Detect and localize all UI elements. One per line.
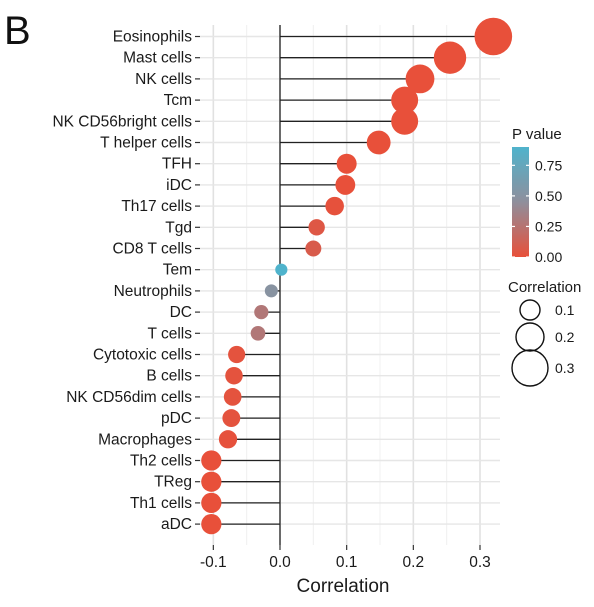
y-tick-label: Th1 cells (130, 495, 192, 512)
y-tick-label: Tem (163, 262, 192, 279)
x-tick-label: 0.0 (269, 554, 291, 571)
size-legend-label: 0.3 (555, 360, 575, 376)
lollipop-point (218, 430, 238, 449)
y-tick-label: iDC (166, 177, 192, 194)
y-tick-label: NK cells (135, 71, 192, 88)
colorbar-label: 0.25 (535, 218, 562, 234)
lollipop-point (201, 492, 222, 514)
y-tick-label: NK CD56bright cells (52, 113, 192, 130)
lollipop-point (325, 196, 344, 216)
x-tick-labels: -0.1 0.0 0.1 0.2 0.3 (200, 545, 491, 571)
lollipop-point (391, 107, 419, 135)
y-tick-label: Mast cells (123, 50, 192, 67)
p-value-legend: P value 0.75 0.50 0.25 0.00 (512, 126, 562, 265)
y-tick-label: pDC (161, 410, 192, 427)
y-tick-label: Macrophages (98, 431, 192, 448)
plot-panel (200, 25, 500, 545)
lollipop-point (405, 64, 435, 94)
colorbar-label: 0.00 (535, 249, 562, 265)
p-value-legend-title: P value (512, 126, 562, 143)
y-tick-label: TReg (154, 474, 192, 491)
x-tick-label: -0.1 (200, 554, 227, 571)
x-tick-label: 0.2 (403, 554, 425, 571)
x-axis-title: Correlation (297, 576, 390, 597)
y-tick-label: Tcm (164, 92, 192, 109)
lollipop-point (250, 325, 266, 341)
y-tick-labels: Eosinophils Mast cells NK cells Tcm NK CD56b… (52, 29, 200, 533)
x-tick-label: 0.1 (336, 554, 358, 571)
size-legend-circle (511, 349, 549, 387)
y-tick-label: Tgd (165, 219, 192, 236)
lollipop-point (264, 284, 278, 298)
lollipop-point (225, 366, 243, 385)
lollipop-point (201, 513, 222, 535)
colorbar-label: 0.50 (535, 188, 562, 204)
y-tick-label: TFH (162, 156, 192, 173)
y-tick-label: Eosinophils (113, 29, 193, 46)
lollipop-point (254, 304, 269, 320)
point-layer (201, 17, 513, 535)
p-value-colorbar (512, 147, 529, 257)
y-tick-label: B cells (146, 368, 192, 385)
size-legend-circle (515, 322, 545, 352)
lollipop-point (336, 153, 357, 174)
y-tick-label: NK CD56dim cells (66, 389, 192, 406)
colorbar-label: 0.75 (535, 157, 562, 173)
lollipop-point (391, 86, 419, 114)
size-legend-label: 0.2 (555, 329, 575, 345)
lollipop-point (433, 41, 467, 74)
y-tick-label: T helper cells (100, 135, 192, 152)
lollipop-point (201, 471, 222, 492)
lollipop-point (305, 240, 322, 257)
size-legend-title: Correlation (508, 279, 581, 296)
lollipop-point (275, 263, 288, 276)
lollipop-point (308, 219, 325, 236)
lollipop-point (335, 174, 356, 195)
lollipop-point (228, 345, 246, 364)
y-tick-label: aDC (161, 516, 192, 533)
y-tick-label: CD8 T cells (112, 241, 192, 258)
size-legend-label: 0.1 (555, 302, 575, 318)
size-legend-circle (519, 299, 541, 321)
lollipop-point (366, 130, 391, 155)
correlation-size-legend: Correlation 0.1 0.2 0.3 (508, 279, 581, 387)
y-tick-label: Cytotoxic cells (93, 347, 192, 364)
x-tick-label: 0.3 (469, 554, 491, 571)
y-tick-label: Th17 cells (121, 198, 192, 215)
y-tick-label: DC (170, 304, 192, 321)
lollipop-point (222, 409, 241, 428)
panel-label: B (4, 9, 31, 53)
y-tick-label: T cells (147, 325, 192, 342)
y-tick-label: Th2 cells (130, 453, 192, 470)
y-tick-label: Neutrophils (114, 283, 193, 300)
lollipop-point (201, 450, 222, 471)
lollipop-point (223, 388, 242, 406)
lollipop-point (474, 17, 513, 56)
